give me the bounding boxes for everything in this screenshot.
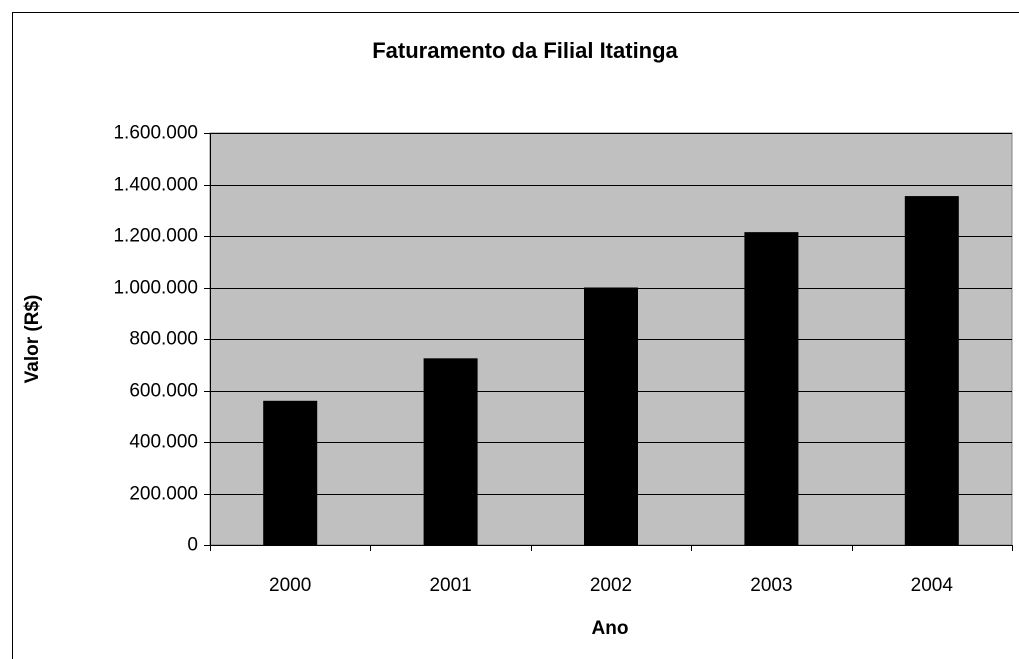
x-axis-label: Ano — [592, 618, 629, 639]
bar — [263, 400, 318, 545]
x-tick-label: 2000 — [269, 575, 311, 596]
y-tick-label: 1.000.000 — [113, 278, 198, 299]
y-tick-label: 400.000 — [129, 432, 198, 453]
y-tick-label: 0 — [187, 535, 198, 556]
y-axis-label: Valor (R$) — [22, 295, 43, 384]
y-tick-label: 1.400.000 — [113, 175, 198, 196]
y-tick-label: 1.200.000 — [113, 226, 198, 247]
x-tick-label: 2002 — [590, 575, 632, 596]
bar — [584, 287, 638, 545]
x-tick-label: 2004 — [911, 575, 954, 596]
bar — [423, 358, 478, 545]
y-tick-label: 1.600.000 — [113, 123, 198, 144]
chart-title: Faturamento da Filial Itatinga — [372, 38, 678, 63]
y-tick-label: 800.000 — [129, 329, 198, 350]
bar — [744, 232, 799, 545]
bar — [904, 196, 959, 545]
x-tick-label: 2003 — [750, 575, 792, 596]
x-tick-label: 2001 — [429, 575, 471, 596]
y-tick-label: 600.000 — [129, 381, 198, 402]
chart-border — [12, 12, 1019, 659]
y-tick-label: 200.000 — [129, 484, 198, 505]
